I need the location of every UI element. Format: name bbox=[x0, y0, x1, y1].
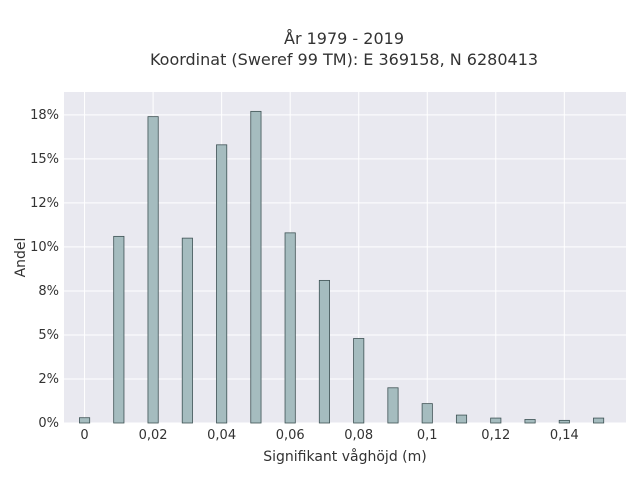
histogram-bar bbox=[216, 144, 228, 424]
y-axis-ticks: 0% 2% 5% 8% 10% 12% 15% 18% bbox=[30, 108, 59, 431]
y-tick-label: 5% bbox=[38, 328, 59, 343]
y-tick-label: 8% bbox=[38, 284, 59, 299]
histogram-bar bbox=[455, 414, 468, 424]
histogram-bar bbox=[524, 419, 536, 424]
histogram-bar bbox=[353, 338, 365, 424]
histogram-bar bbox=[181, 237, 193, 424]
histogram-bar bbox=[113, 235, 125, 424]
y-tick-label: 15% bbox=[30, 152, 59, 167]
x-tick-label: 0,08 bbox=[344, 428, 373, 443]
x-axis-label: Signifikant våghöjd (m) bbox=[263, 448, 426, 465]
histogram-bar bbox=[284, 232, 296, 424]
histogram-bar bbox=[79, 417, 91, 424]
y-tick-label: 18% bbox=[30, 108, 59, 123]
x-tick-label: 0 bbox=[80, 428, 88, 443]
histogram-bar bbox=[387, 387, 399, 424]
y-axis-label: Andel bbox=[13, 238, 29, 278]
x-axis-ticks: 0 0,02 0,04 0,06 0,08 0,1 0,12 0,14 bbox=[80, 428, 578, 443]
chart-subtitle: Koordinat (Sweref 99 TM): E 369158, N 62… bbox=[149, 50, 539, 69]
histogram-bar bbox=[250, 110, 262, 424]
histogram-bar bbox=[490, 417, 502, 424]
y-tick-label: 0% bbox=[38, 416, 59, 431]
histogram-bar bbox=[558, 419, 570, 424]
x-tick-label: 0,02 bbox=[139, 428, 168, 443]
bars bbox=[79, 110, 605, 424]
histogram-bar bbox=[318, 279, 330, 424]
x-tick-label: 0,06 bbox=[276, 428, 305, 443]
y-tick-label: 12% bbox=[30, 196, 59, 211]
histogram-bar bbox=[421, 403, 433, 424]
x-tick-label: 0,14 bbox=[550, 428, 579, 443]
histogram-bar bbox=[147, 116, 159, 424]
x-tick-label: 0,12 bbox=[481, 428, 510, 443]
y-tick-label: 10% bbox=[30, 240, 59, 255]
histogram-bar bbox=[593, 417, 605, 424]
x-tick-label: 0,1 bbox=[417, 428, 438, 443]
y-tick-label: 2% bbox=[38, 372, 59, 387]
x-tick-label: 0,04 bbox=[207, 428, 236, 443]
chart-title: År 1979 - 2019 bbox=[284, 29, 404, 48]
